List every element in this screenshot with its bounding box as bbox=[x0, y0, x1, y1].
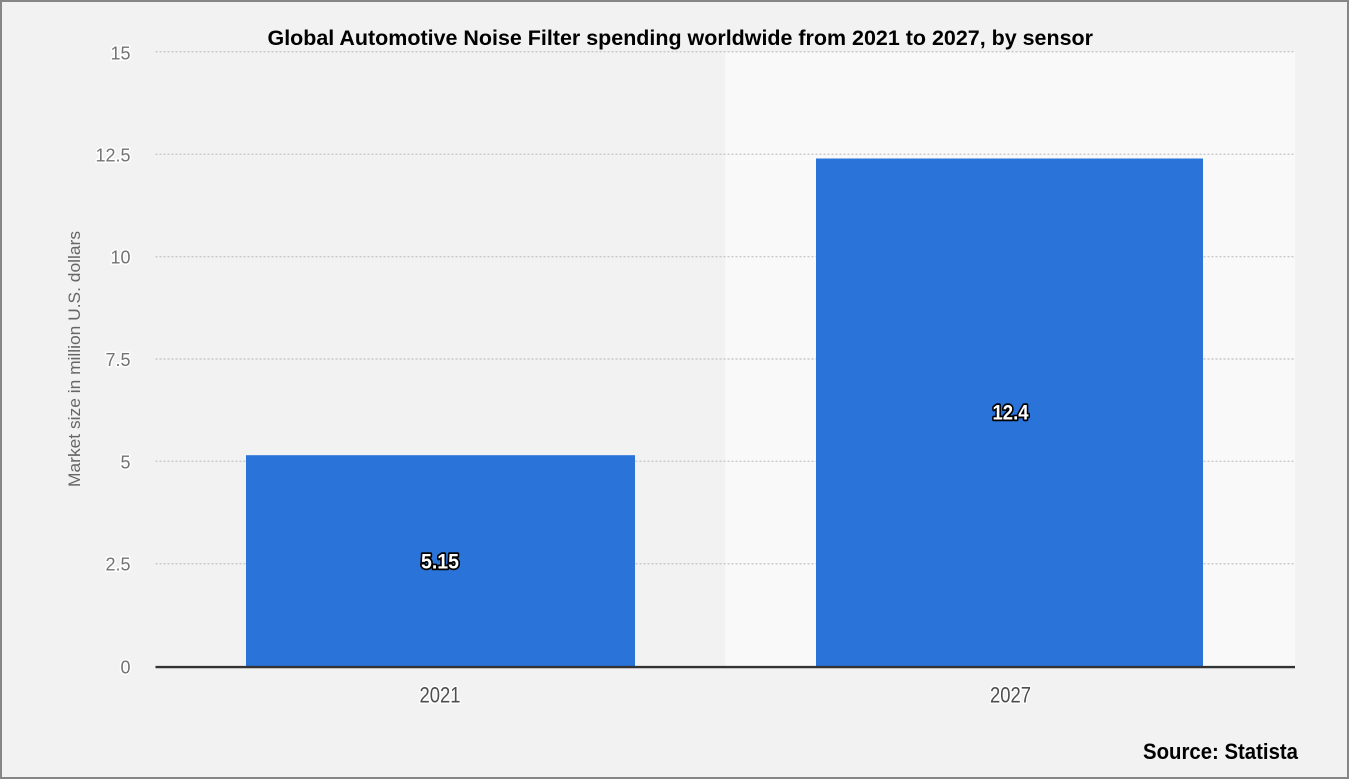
svg-text:Source: Statista: Source: Statista bbox=[1143, 739, 1299, 764]
svg-text:5: 5 bbox=[120, 452, 130, 472]
svg-text:2021: 2021 bbox=[420, 682, 461, 707]
svg-text:12.5: 12.5 bbox=[95, 145, 130, 165]
svg-text:10: 10 bbox=[110, 248, 130, 268]
svg-text:7.5: 7.5 bbox=[105, 350, 130, 370]
svg-text:2.5: 2.5 bbox=[105, 555, 130, 575]
svg-text:15: 15 bbox=[110, 43, 130, 63]
svg-text:Market size in million U.S. do: Market size in million U.S. dollars bbox=[65, 231, 84, 487]
svg-text:Global Automotive Noise Filter: Global Automotive Noise Filter spending … bbox=[268, 26, 1094, 50]
svg-text:12.4: 12.4 bbox=[993, 402, 1029, 425]
svg-text:0: 0 bbox=[120, 658, 130, 678]
svg-text:2027: 2027 bbox=[990, 682, 1031, 707]
svg-text:5.15: 5.15 bbox=[421, 551, 459, 574]
